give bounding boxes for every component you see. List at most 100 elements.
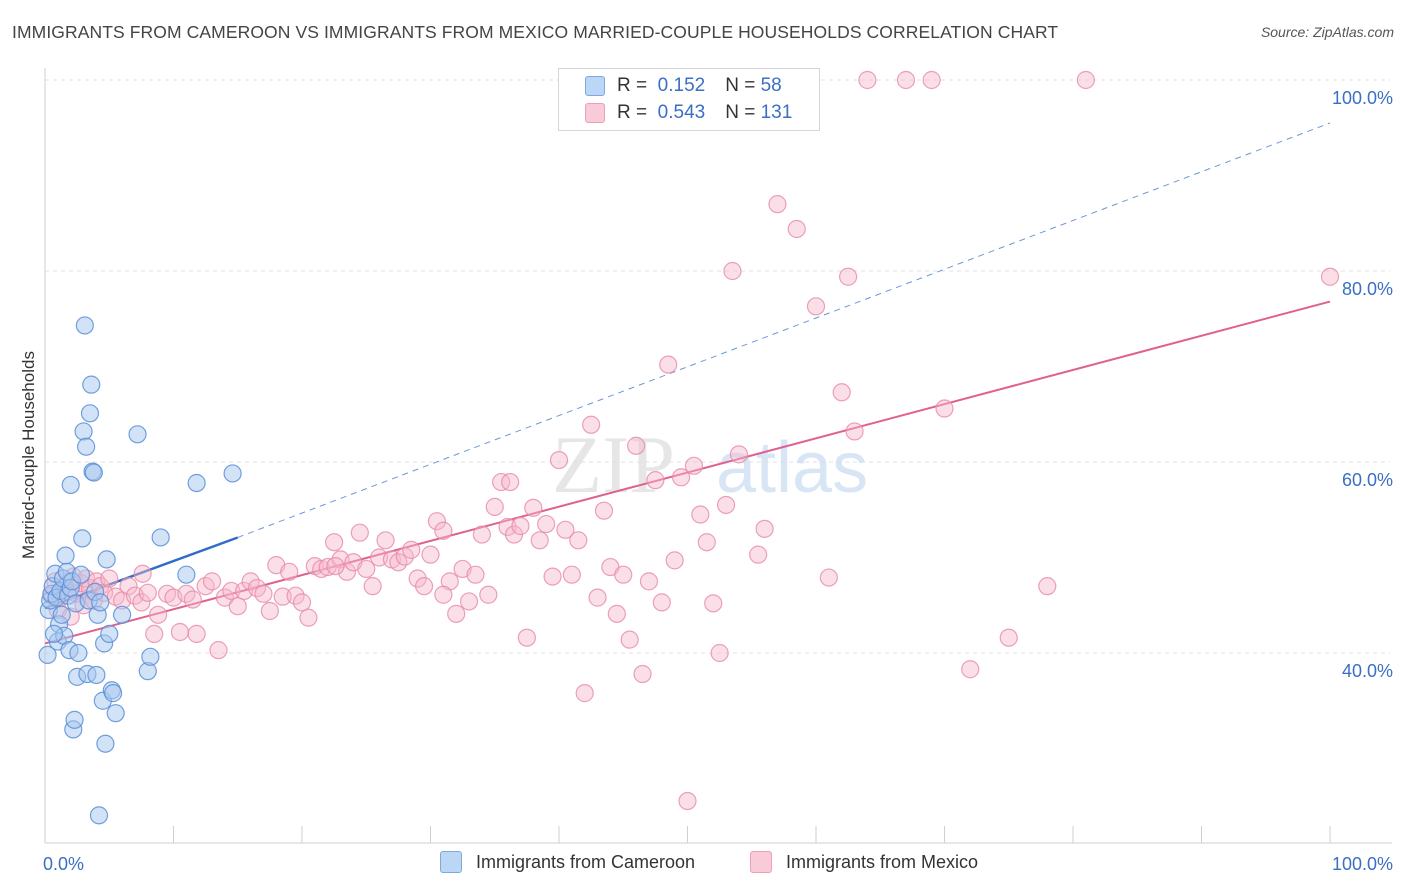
stats-legend: R = 0.152 N = 58 R = 0.543 N = 131 — [558, 68, 820, 131]
mexico-point — [549, 450, 569, 470]
mexico-point — [427, 512, 447, 531]
mexico-point — [749, 545, 768, 564]
mexico-point — [633, 664, 652, 684]
cameroon-point — [151, 528, 170, 547]
x-tick-label: 0.0% — [43, 854, 84, 874]
mexico-point — [582, 415, 601, 434]
cameroon-point — [91, 593, 110, 612]
cameroon-point — [187, 473, 206, 493]
mexico-point — [543, 567, 562, 586]
mexico-point — [222, 581, 241, 601]
mexico-point — [922, 70, 941, 90]
mexico-point — [832, 383, 851, 402]
mexico-point — [357, 559, 376, 579]
mexico-point — [228, 597, 247, 616]
cameroon-point — [44, 624, 64, 644]
mexico-point — [768, 195, 787, 214]
mexico-point — [292, 593, 312, 612]
mexico-point — [511, 516, 530, 536]
mexico-point — [639, 572, 659, 591]
bottom-legend-swatch-cameroon — [440, 851, 462, 873]
legend-n-label: N = — [725, 75, 756, 96]
trend-lines — [44, 122, 1331, 645]
mexico-point — [133, 564, 152, 583]
mexico-point — [575, 684, 594, 703]
mexico-point — [421, 545, 440, 564]
mexico-point — [350, 523, 369, 542]
mexico-point — [537, 514, 556, 534]
mexico-point — [183, 590, 202, 609]
cameroon-point — [38, 645, 57, 665]
mexico-point — [447, 604, 466, 623]
mexico-point — [148, 605, 168, 624]
mexico-point — [286, 586, 305, 605]
mexico-point — [280, 562, 299, 581]
cameroon-point — [69, 643, 88, 663]
bottom-legend-cameroon: Immigrants from Cameroon — [440, 851, 695, 873]
mexico-point — [326, 556, 345, 576]
tick-labels: 40.0% 60.0% 80.0% 100.0% 0.0% 100.0% — [43, 88, 1393, 874]
mexico-point — [614, 565, 633, 584]
mexico-point — [459, 592, 479, 611]
legend-r-label: R = — [617, 75, 648, 96]
mexico-point — [961, 660, 980, 679]
mexico-point — [819, 568, 838, 587]
mexico-point — [414, 577, 434, 596]
mexico-point — [170, 622, 190, 642]
legend-n-value: 131 — [760, 102, 793, 123]
mexico-point — [376, 531, 395, 550]
cameroon-point — [52, 605, 71, 624]
y-axis-label: Married-couple Households — [19, 351, 38, 559]
bottom-legend-label-cameroon: Immigrants from Cameroon — [476, 851, 696, 872]
mexico-point — [299, 608, 318, 627]
cameroon-point — [177, 565, 196, 584]
mexico-point — [935, 399, 954, 418]
legend-r-value: 0.543 — [657, 102, 706, 123]
mexico-point — [845, 422, 864, 441]
mexico-point — [556, 520, 575, 539]
cameroon-point — [75, 316, 94, 335]
mexico-point — [312, 559, 331, 579]
cameroon-point — [223, 464, 242, 483]
cameroon-point — [77, 437, 96, 456]
mexico-point — [646, 471, 665, 490]
mexico-point — [187, 624, 206, 644]
bottom-legend-label-mexico: Immigrants from Mexico — [786, 851, 979, 872]
mexico-point — [402, 540, 421, 559]
mexico-point — [337, 562, 357, 581]
mexico-point — [132, 593, 151, 612]
cameroon-point — [104, 684, 123, 703]
cameroon-point — [112, 605, 132, 624]
mexico-point — [659, 355, 678, 374]
legend-row-cameroon: R = 0.152 N = 58 — [585, 73, 782, 99]
mexico-point — [569, 531, 588, 550]
bottom-legend-swatch-mexico — [750, 851, 772, 873]
cameroon-point — [82, 375, 101, 394]
mexico-point — [896, 70, 916, 90]
cameroon-point — [56, 546, 75, 565]
chart-title: IMMIGRANTS FROM CAMEROON VS IMMIGRANTS F… — [12, 22, 1059, 42]
mexico-point — [691, 505, 710, 524]
mexico-point — [485, 497, 504, 516]
mexico-point — [588, 588, 607, 607]
x-tick-label: 100.0% — [1332, 854, 1393, 874]
mexico-point — [806, 297, 826, 316]
mexico-point — [498, 517, 517, 537]
mexico-point — [395, 547, 414, 566]
cameroon-point — [84, 463, 103, 482]
cameroon-point — [128, 425, 147, 444]
mexico-points — [42, 70, 1340, 811]
y-tick-label: 60.0% — [1342, 470, 1393, 490]
cameroon-point — [97, 550, 116, 569]
mexico-point — [697, 533, 716, 552]
legend-r-value: 0.152 — [657, 75, 706, 96]
cameroon-point — [106, 704, 125, 723]
mexico-point — [434, 585, 453, 604]
mexico-point — [710, 643, 729, 663]
cameroon-point — [74, 422, 93, 441]
mexico-point — [1076, 70, 1095, 90]
cameroon-point — [87, 665, 106, 685]
cameroon-trend-extension — [237, 122, 1331, 538]
chart-source: Source: ZipAtlas.com — [1260, 24, 1394, 40]
legend-n-value: 58 — [760, 75, 782, 96]
